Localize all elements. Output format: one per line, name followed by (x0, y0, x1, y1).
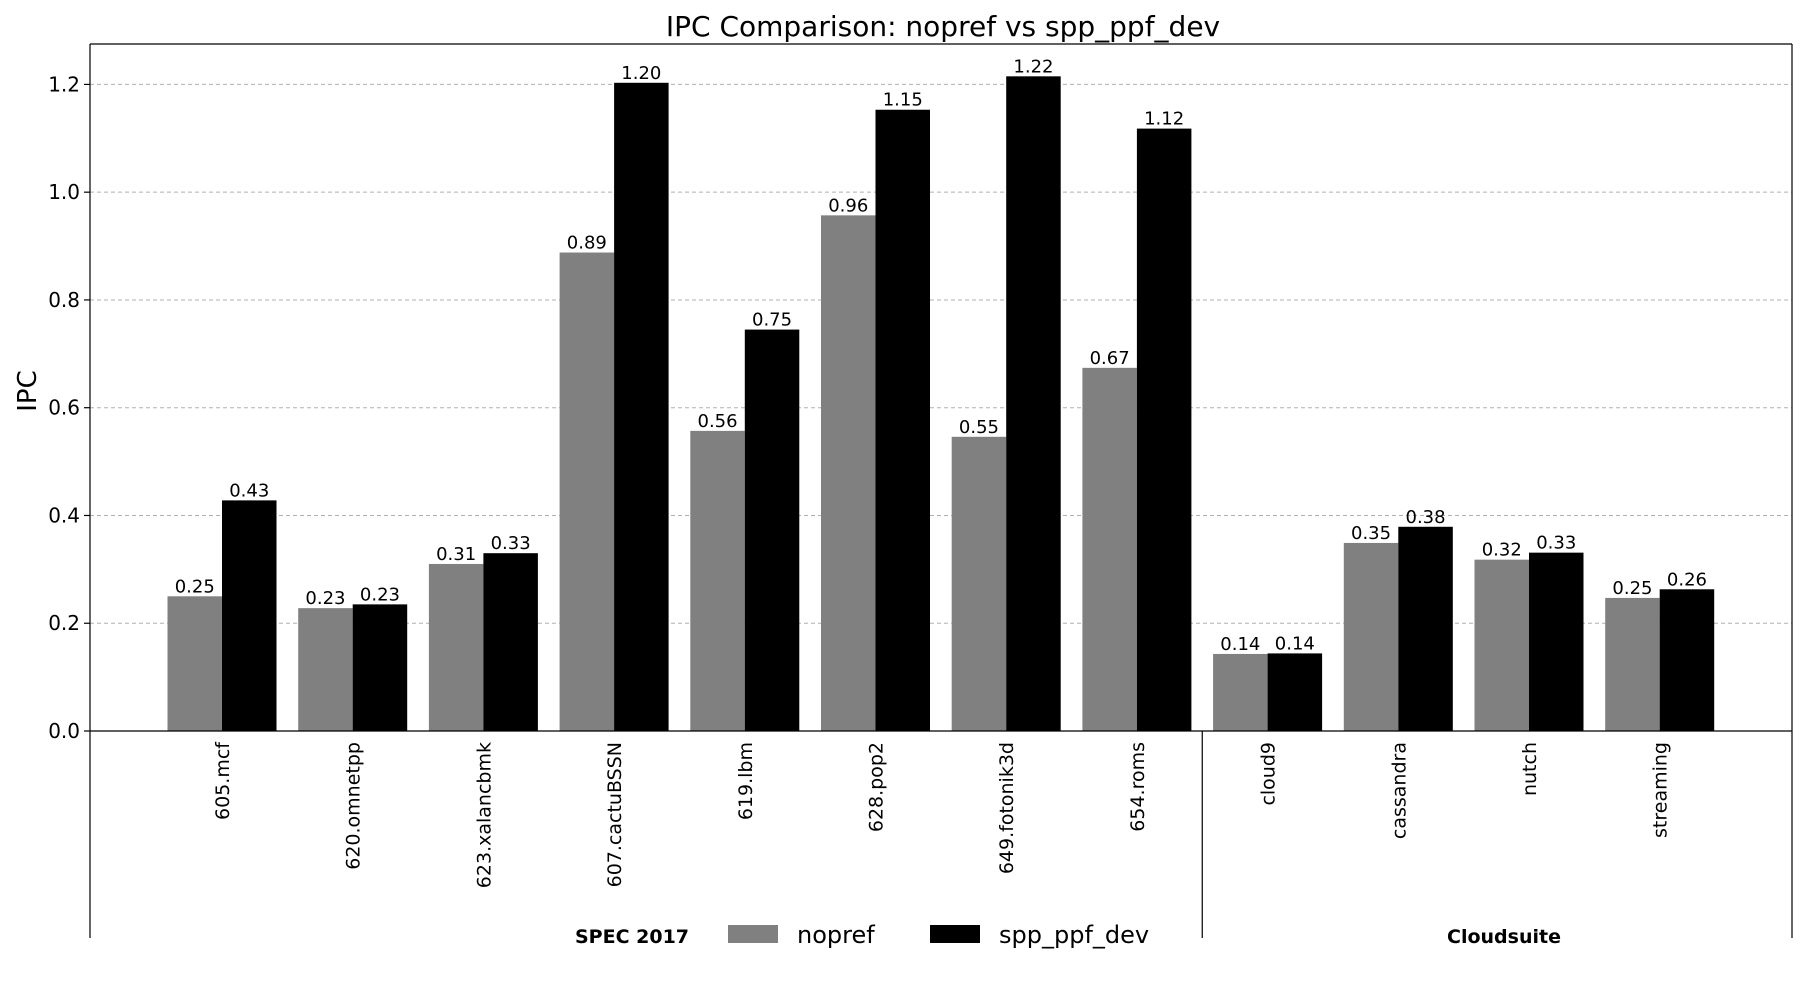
bar-spp_ppf_dev-605.mcf (222, 500, 277, 731)
bar-spp_ppf_dev-streaming (1659, 589, 1715, 731)
bar-nopref-623.xalancbmk (428, 563, 484, 731)
value-label-nopref-607.cactuBSSN: 0.89 (567, 233, 607, 254)
bar-nopref-cloud9 (1213, 653, 1268, 731)
grid-lines (90, 83, 1792, 624)
group-label-cloudsuite: Cloudsuite (1447, 926, 1561, 948)
value-label-nopref-619.lbm: 0.56 (698, 411, 738, 432)
value-label-nopref-nutch: 0.32 (1482, 540, 1522, 561)
bar-spp_ppf_dev-nutch (1529, 552, 1584, 731)
bar-spp_ppf_dev-607.cactuBSSN (614, 82, 669, 732)
value-label-spp_ppf_dev-nutch: 0.33 (1536, 533, 1576, 554)
category-label-cassandra: cassandra (1388, 742, 1410, 839)
y-axis-label: IPC (13, 370, 43, 412)
value-label-nopref-628.pop2: 0.96 (828, 195, 868, 216)
y-tick-label-1.0: 1.0 (48, 180, 80, 204)
bar-spp_ppf_dev-619.lbm (744, 329, 800, 731)
bar-nopref-cassandra (1343, 542, 1399, 731)
bar-spp_ppf_dev-cassandra (1398, 526, 1453, 731)
category-label-654.roms: 654.roms (1127, 742, 1149, 832)
value-label-spp_ppf_dev-607.cactuBSSN: 1.20 (621, 63, 661, 84)
category-label-620.omnetpp: 620.omnetpp (343, 742, 365, 870)
bar-nopref-654.roms (1082, 367, 1137, 731)
bar-nopref-607.cactuBSSN (559, 252, 615, 731)
legend: nopref spp_ppf_dev (728, 921, 1149, 949)
bar-spp_ppf_dev-654.roms (1136, 128, 1192, 732)
bar-spp_ppf_dev-623.xalancbmk (483, 553, 538, 731)
y-tick-label-0.6: 0.6 (48, 396, 80, 420)
value-label-nopref-649.fotonik3d: 0.55 (959, 417, 999, 438)
value-label-nopref-cassandra: 0.35 (1351, 523, 1391, 544)
category-label-619.lbm: 619.lbm (735, 742, 757, 820)
bars (167, 76, 1715, 732)
bar-spp_ppf_dev-628.pop2 (875, 109, 930, 732)
category-label-649.fotonik3d: 649.fotonik3d (996, 742, 1018, 874)
value-label-spp_ppf_dev-628.pop2: 1.15 (883, 90, 923, 111)
bar-nopref-nutch (1474, 559, 1529, 731)
bar-nopref-streaming (1605, 597, 1660, 731)
value-label-nopref-623.xalancbmk: 0.31 (436, 544, 476, 565)
y-tick-label-0.4: 0.4 (48, 503, 80, 527)
category-labels: 605.mcf 620.omnetpp 623.xalancbmk 607.cactu… (212, 741, 1672, 888)
category-label-628.pop2: 628.pop2 (866, 742, 888, 832)
bar-spp_ppf_dev-cloud9 (1267, 653, 1323, 731)
y-tick-label-0.2: 0.2 (48, 611, 80, 635)
category-label-623.xalancbmk: 623.xalancbmk (473, 742, 495, 888)
value-label-spp_ppf_dev-623.xalancbmk: 0.33 (491, 533, 531, 554)
value-label-nopref-streaming: 0.25 (1612, 578, 1652, 599)
bar-nopref-605.mcf (167, 596, 222, 731)
bar-nopref-649.fotonik3d (951, 436, 1007, 731)
category-label-nutch: nutch (1519, 742, 1541, 796)
group-label-spec-2017: SPEC 2017 (575, 926, 689, 948)
bar-nopref-628.pop2 (821, 215, 876, 731)
category-label-605.mcf: 605.mcf (212, 741, 234, 820)
value-label-nopref-605.mcf: 0.25 (175, 576, 215, 597)
legend-swatch-spp_ppf_dev (930, 925, 980, 943)
axes (89, 43, 1793, 732)
category-label-streaming: streaming (1650, 742, 1672, 838)
y-tick-label-0.8: 0.8 (48, 288, 80, 312)
bar-nopref-619.lbm (690, 430, 745, 731)
category-label-cloud9: cloud9 (1258, 742, 1280, 806)
value-label-nopref-654.roms: 0.67 (1090, 348, 1130, 369)
bar-nopref-620.omnetpp (298, 608, 353, 731)
y-ticks: 0.0 0.2 0.4 0.6 0.8 1.0 1.2 (48, 72, 90, 743)
legend-label-spp_ppf_dev: spp_ppf_dev (999, 921, 1149, 949)
y-tick-label-0.0: 0.0 (48, 719, 80, 743)
legend-label-nopref: nopref (797, 921, 875, 949)
value-label-nopref-620.omnetpp: 0.23 (305, 588, 345, 609)
bar-spp_ppf_dev-649.fotonik3d (1006, 76, 1061, 732)
value-label-spp_ppf_dev-654.roms: 1.12 (1144, 109, 1184, 130)
category-label-607.cactuBSSN: 607.cactuBSSN (604, 742, 626, 887)
value-label-spp_ppf_dev-649.fotonik3d: 1.22 (1013, 56, 1053, 77)
value-label-nopref-cloud9: 0.14 (1220, 634, 1260, 655)
value-label-spp_ppf_dev-streaming: 0.26 (1667, 569, 1707, 590)
chart-title: IPC Comparison: nopref vs spp_ppf_dev (666, 10, 1220, 43)
bar-spp_ppf_dev-620.omnetpp (352, 604, 408, 731)
value-label-spp_ppf_dev-620.omnetpp: 0.23 (360, 584, 400, 605)
y-tick-label-1.2: 1.2 (48, 72, 80, 96)
value-label-spp_ppf_dev-605.mcf: 0.43 (229, 480, 269, 501)
value-label-spp_ppf_dev-cassandra: 0.38 (1406, 507, 1446, 528)
value-label-spp_ppf_dev-619.lbm: 0.75 (752, 310, 792, 331)
legend-swatch-nopref (728, 925, 778, 943)
value-label-spp_ppf_dev-cloud9: 0.14 (1275, 633, 1315, 654)
value-labels: 0.25 0.43 0.23 0.23 0.31 0.33 0.89 1.20 0.56 0.75… (175, 56, 1707, 655)
group-labels: SPEC 2017 Cloudsuite (89, 731, 1793, 948)
